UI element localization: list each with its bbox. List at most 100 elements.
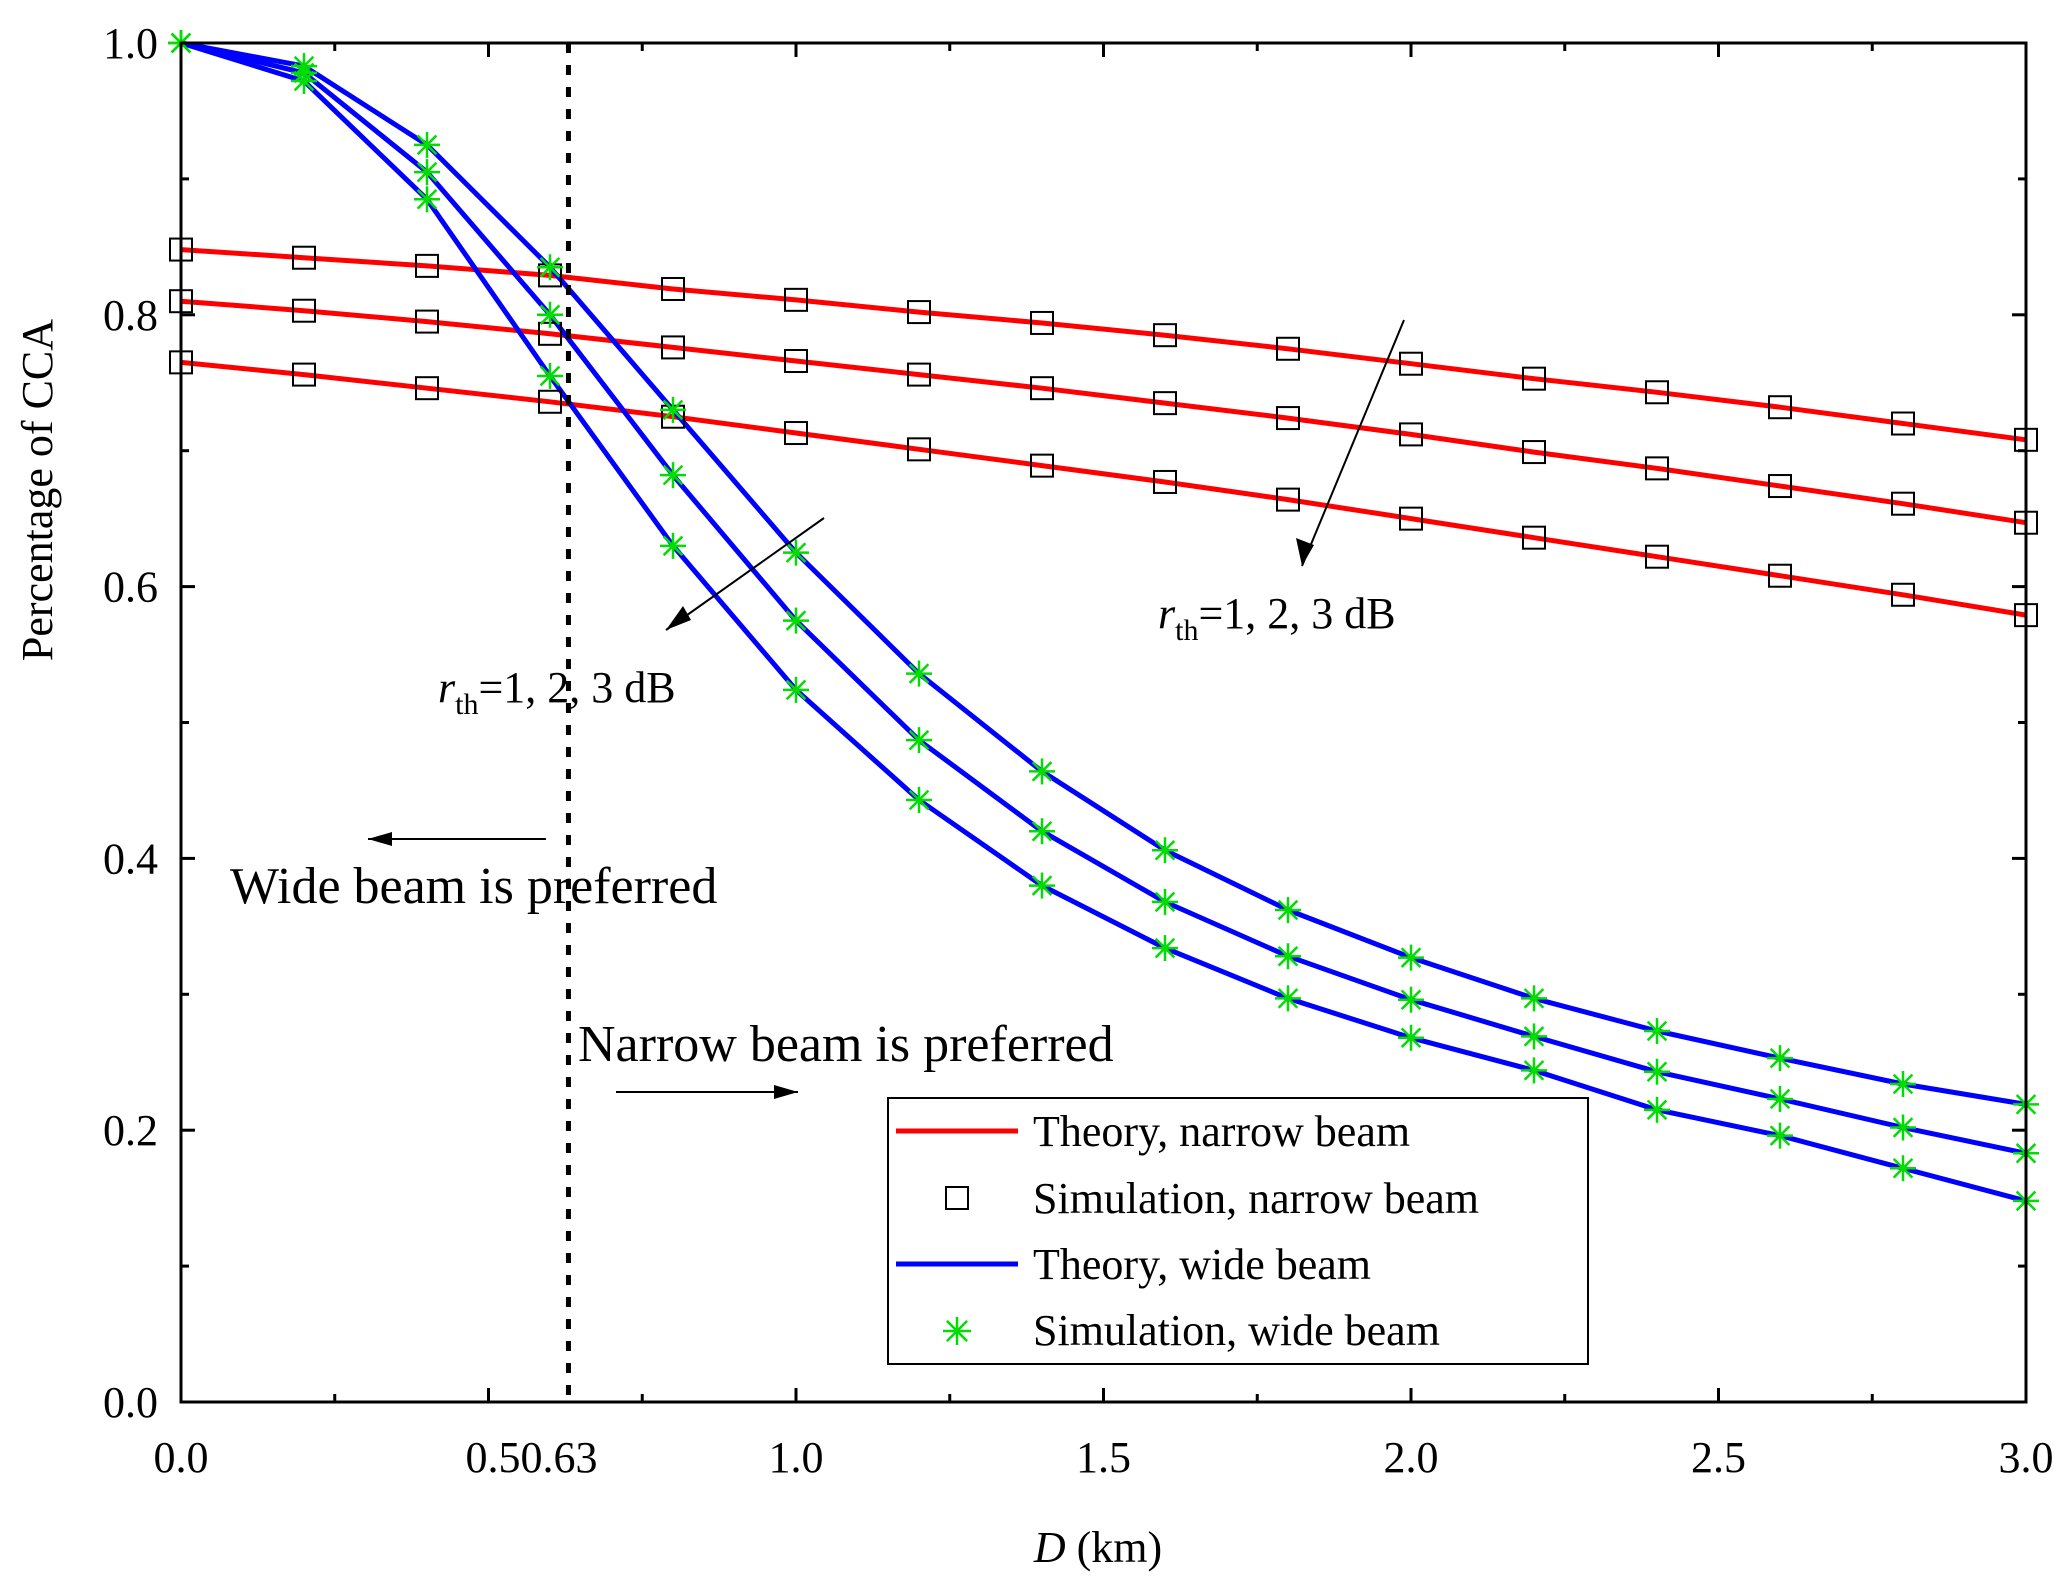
sim-point-wide	[906, 786, 932, 813]
legend-asterisk-glyph	[943, 1317, 971, 1345]
x-tick-label: 2.0	[1384, 1433, 1439, 1482]
asterisk-stroke	[1154, 840, 1176, 861]
x-tick-label: 2.5	[1691, 1433, 1746, 1482]
sim-point-narrow	[784, 421, 808, 446]
annotation-rth-narrow-rest: =1, 2, 3 dB	[1198, 589, 1395, 638]
sim-point-wide	[291, 68, 317, 95]
sim-point-wide	[1890, 1155, 1916, 1182]
annotation-wide-preferred: Wide beam is preferred	[230, 858, 717, 915]
sim-point-wide	[537, 362, 563, 389]
sim-point-wide	[1521, 1057, 1547, 1084]
sim-point-wide	[1152, 888, 1178, 915]
annotation-rth-wide: rth=1, 2, 3 dB	[438, 663, 676, 721]
x-tick-label: 0.0	[154, 1433, 209, 1482]
asterisk-stroke	[785, 542, 807, 563]
asterisk-stroke	[539, 304, 561, 326]
annotation-rth-wide-r: r	[438, 663, 456, 712]
sim-point-wide	[906, 660, 932, 687]
legend-label-sim-wide: Simulation, wide beam	[1033, 1306, 1440, 1355]
sim-point-wide	[1521, 1023, 1547, 1050]
sim-point-narrow	[1153, 323, 1177, 348]
sim-point-wide	[1029, 758, 1055, 785]
sim-point-wide	[1152, 935, 1178, 962]
sim-point-wide	[1767, 1122, 1793, 1149]
x-tick-label: 1.5	[1076, 1433, 1131, 1482]
sim-point-wide	[660, 462, 686, 489]
asterisk-stroke	[1523, 1026, 1545, 1047]
sim-point-wide	[1644, 1096, 1670, 1123]
asterisk-stroke	[1154, 937, 1176, 959]
asterisk-stroke	[539, 256, 561, 278]
sim-point-wide	[1644, 1017, 1670, 1044]
asterisk-stroke	[416, 134, 438, 156]
sim-point-wide	[783, 539, 809, 566]
sim-point-narrow	[1030, 310, 1054, 335]
sim-point-narrow	[1276, 487, 1300, 512]
y-tick-label: 0.2	[103, 1106, 158, 1155]
annotation-narrow-preferred: Narrow beam is preferred	[578, 1016, 1114, 1073]
sim-point-narrow	[1399, 422, 1423, 447]
annotation-rth-wide-rest: =1, 2, 3 dB	[478, 663, 675, 712]
sim-point-narrow	[907, 362, 931, 387]
legend: Theory, narrow beam Simulation, narrow b…	[887, 1097, 1589, 1365]
asterisk-stroke	[1277, 988, 1299, 1009]
sim-point-narrow	[1276, 406, 1300, 431]
series-line-wide-1	[180, 40, 2027, 1107]
sim-point-wide	[660, 396, 686, 423]
asterisk-stroke	[1769, 1088, 1791, 1110]
sim-point-narrow	[1522, 366, 1546, 391]
sim-point-wide	[906, 727, 932, 754]
asterisk-stroke	[785, 610, 807, 631]
series-layer	[180, 40, 2027, 1204]
legend-swatch-sim-wide	[943, 1317, 971, 1345]
annotation-arrowhead-wide	[666, 606, 691, 630]
sim-point-wide	[1029, 872, 1055, 899]
sim-point-narrow	[1645, 380, 1669, 405]
sim-point-narrow	[784, 287, 808, 312]
sim-point-narrow	[1030, 376, 1054, 401]
annotation-arrow-narrow	[1301, 319, 1405, 567]
sim-point-narrow	[1645, 544, 1669, 569]
sim-point-wide	[1890, 1070, 1916, 1097]
asterisk-stroke	[1277, 946, 1299, 967]
x-axis-label: D (km)	[1033, 1523, 1162, 1572]
asterisk-stroke	[1031, 875, 1053, 896]
asterisk-stroke	[416, 161, 438, 183]
asterisk-stroke	[1523, 1060, 1545, 1081]
sim-point-narrow	[1153, 391, 1177, 416]
sim-point-wide	[414, 159, 440, 186]
asterisk-stroke	[1892, 1073, 1914, 1095]
annotation-arrowhead-wide-preferred	[368, 832, 392, 846]
asterisk-stroke	[1646, 1099, 1668, 1121]
sim-point-narrow	[1399, 351, 1423, 376]
series-line-narrow-3	[180, 359, 2027, 618]
asterisk-stroke	[1400, 989, 1422, 1010]
asterisk-stroke	[1523, 988, 1545, 1009]
sim-point-narrow	[1276, 336, 1300, 361]
sim-point-narrow	[292, 245, 316, 270]
sim-point-narrow	[1768, 395, 1792, 420]
sim-point-wide	[1398, 986, 1424, 1013]
x-axis-label-var: D	[1033, 1523, 1066, 1572]
asterisk-stroke	[908, 729, 930, 751]
x-tick-label: 1.0	[769, 1433, 824, 1482]
marker-layer	[168, 30, 2039, 1214]
sim-point-wide	[1767, 1085, 1793, 1112]
asterisk-stroke	[908, 789, 930, 811]
sim-point-narrow	[1030, 453, 1054, 478]
sim-point-wide	[1521, 985, 1547, 1012]
asterisk-stroke	[662, 535, 684, 557]
asterisk-stroke	[1400, 947, 1422, 968]
sim-point-wide	[1767, 1045, 1793, 1072]
x-axis-label-unit: (km)	[1066, 1523, 1163, 1572]
annotation-arrow-wide	[665, 517, 825, 631]
sim-point-wide	[1275, 897, 1301, 924]
series-line-narrow-2	[180, 298, 2027, 526]
asterisk-stroke	[293, 70, 315, 92]
sim-point-narrow	[907, 300, 931, 325]
asterisk-stroke	[1646, 1020, 1668, 1042]
asterisk-stroke	[1154, 891, 1176, 913]
sim-point-narrow	[661, 276, 685, 301]
annotation-rth-wide-sub: th	[455, 688, 478, 721]
